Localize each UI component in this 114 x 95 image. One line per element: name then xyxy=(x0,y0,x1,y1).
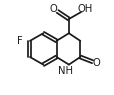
Text: O: O xyxy=(91,58,99,68)
Bar xyxy=(93,60,97,66)
Bar xyxy=(50,6,55,11)
Bar xyxy=(17,38,23,44)
Text: NH: NH xyxy=(58,66,72,76)
Text: O: O xyxy=(49,4,57,14)
Bar xyxy=(81,6,89,11)
Text: F: F xyxy=(17,36,23,46)
Bar xyxy=(61,68,69,74)
Text: OH: OH xyxy=(77,4,92,14)
